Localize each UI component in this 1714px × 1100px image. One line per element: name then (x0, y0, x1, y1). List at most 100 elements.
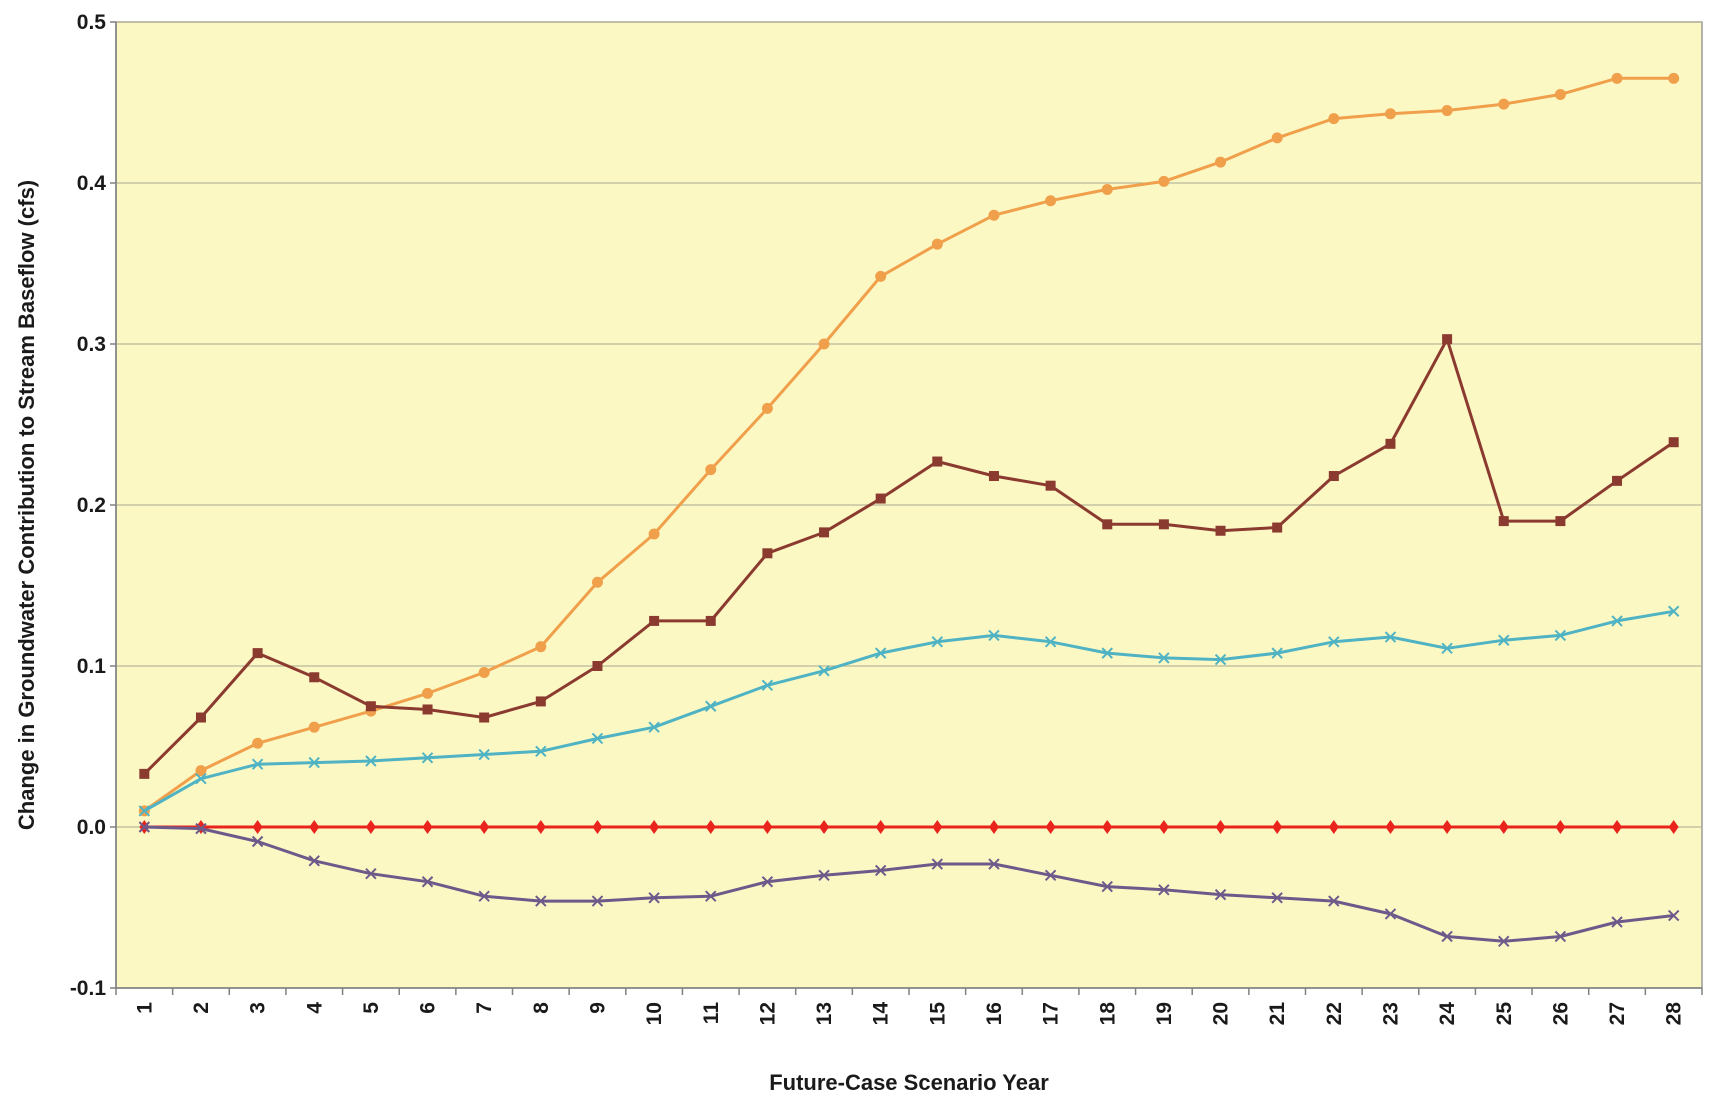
data-point (931, 858, 944, 870)
data-point (252, 648, 263, 659)
x-tick-label: 28 (1663, 1002, 1686, 1026)
data-point (762, 548, 773, 559)
series-line (143, 337, 1675, 775)
data-point (1498, 516, 1509, 527)
data-point (761, 876, 774, 888)
data-point (705, 820, 716, 834)
data-point (1385, 820, 1396, 834)
data-point (195, 712, 206, 723)
data-point (1214, 888, 1227, 901)
data-point (649, 820, 660, 834)
data-point (365, 755, 377, 767)
data-point (1554, 88, 1566, 100)
data-point (1668, 437, 1679, 448)
data-point (818, 338, 830, 350)
y-tick-label: 0.5 (77, 11, 107, 34)
data-point (1102, 519, 1113, 530)
x-axis-title: Future-Case Scenario Year (769, 1070, 1049, 1095)
x-tick-label: 25 (1493, 1002, 1516, 1026)
x-tick-label: 1 (133, 1002, 156, 1014)
data-point (874, 647, 887, 659)
data-point (875, 493, 886, 504)
data-point (988, 209, 1000, 221)
data-point (1158, 519, 1169, 530)
data-point (535, 696, 546, 707)
data-point (195, 772, 207, 785)
data-point (762, 820, 773, 834)
data-point (1271, 132, 1283, 144)
data-point (1215, 820, 1226, 834)
data-point (1384, 631, 1397, 643)
data-point (195, 765, 207, 777)
data-point (931, 636, 944, 648)
x-tick-label: 18 (1096, 1002, 1119, 1026)
data-point (1158, 652, 1170, 664)
y-axis: -0.1 0.0 0.1 0.2 0.3 0.4 0.5 (70, 11, 117, 1000)
data-point (1158, 820, 1169, 834)
data-point (761, 679, 774, 692)
x-tick-label: 22 (1323, 1002, 1346, 1025)
data-point (1101, 183, 1113, 195)
data-point (478, 890, 490, 902)
data-point (932, 456, 943, 467)
data-point (1044, 869, 1057, 882)
y-tick-label: 0.1 (77, 655, 107, 678)
data-point (1385, 438, 1396, 449)
x-tick-label: 15 (926, 1002, 949, 1026)
data-point (1384, 908, 1397, 920)
data-point (1498, 820, 1509, 834)
y-tick-label: 0.0 (77, 816, 106, 839)
x-tick-label: 3 (247, 1002, 270, 1014)
x-tick-label: 2 (190, 1002, 213, 1014)
data-point (1611, 72, 1623, 84)
data-point (988, 629, 1000, 642)
series-2 (139, 334, 1679, 779)
x-tick-label: 16 (983, 1002, 1006, 1025)
x-tick-label: 20 (1210, 1002, 1233, 1025)
data-point (365, 701, 376, 712)
x-tick-label: 23 (1379, 1002, 1402, 1025)
data-point (592, 661, 603, 671)
data-point (818, 665, 830, 677)
x-tick-label: 19 (1153, 1002, 1176, 1025)
data-point (422, 820, 433, 834)
x-tick-label: 4 (303, 1002, 326, 1014)
x-tick-label: 12 (756, 1002, 779, 1025)
data-point (591, 576, 603, 588)
x-tick-label: 9 (586, 1002, 609, 1014)
data-point (422, 687, 434, 699)
data-point (535, 820, 546, 834)
data-point (1271, 647, 1283, 659)
x-tick-label: 10 (643, 1002, 666, 1025)
data-point (875, 820, 886, 834)
x-tick-label: 24 (1436, 1002, 1459, 1026)
data-point (252, 820, 263, 834)
data-point (1498, 634, 1510, 646)
data-point (705, 615, 716, 626)
data-point (705, 700, 717, 712)
data-point (1498, 98, 1510, 110)
data-point (479, 712, 490, 723)
data-point (1612, 475, 1623, 486)
data-point (138, 821, 151, 833)
data-point (1045, 480, 1056, 491)
data-point (421, 752, 434, 764)
data-point (1668, 820, 1679, 834)
data-point (705, 890, 717, 902)
data-point (1044, 636, 1057, 648)
series-3 (138, 605, 1680, 817)
data-point (365, 867, 377, 880)
data-point (988, 820, 999, 834)
data-point (1498, 935, 1510, 948)
data-point (1158, 175, 1170, 187)
series-1 (138, 72, 1680, 817)
series-layer (138, 72, 1680, 948)
data-point (1328, 113, 1340, 125)
data-point (139, 768, 150, 779)
series-5 (138, 821, 1680, 948)
data-point (1045, 820, 1056, 834)
y-tick-label: 0.4 (77, 172, 107, 195)
data-point (1668, 72, 1680, 84)
x-tick-label: 13 (813, 1002, 836, 1025)
